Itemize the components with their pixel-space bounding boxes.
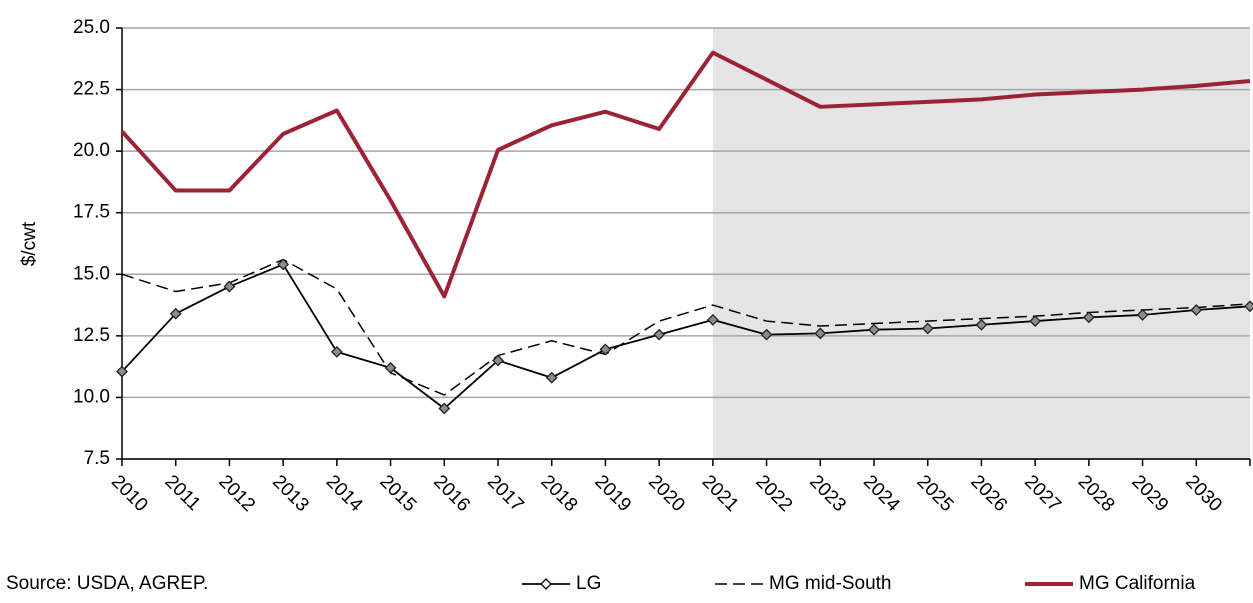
source-note: Source: USDA, AGREP. bbox=[6, 573, 208, 594]
y-tick-label: 15.0 bbox=[73, 263, 110, 284]
x-tick-label: 2020 bbox=[644, 471, 689, 516]
x-tick-label: 2012 bbox=[214, 471, 259, 516]
x-tick-label: 2015 bbox=[375, 471, 420, 516]
data-marker bbox=[1190, 304, 1203, 316]
data-marker bbox=[921, 322, 934, 335]
y-tick-label: 7.5 bbox=[84, 448, 110, 469]
data-marker bbox=[814, 327, 827, 340]
data-marker bbox=[706, 313, 719, 326]
x-tick-label: 2023 bbox=[805, 471, 850, 516]
y-axis-label: $/cwt bbox=[19, 221, 40, 266]
data-marker bbox=[492, 354, 504, 367]
x-tick-label: 2013 bbox=[268, 471, 313, 516]
series-line bbox=[120, 50, 1251, 299]
x-tick-label: 2011 bbox=[161, 471, 205, 515]
data-marker bbox=[599, 343, 612, 356]
x-tick-label: 2030 bbox=[1181, 471, 1226, 516]
data-marker bbox=[384, 361, 397, 374]
data-marker bbox=[223, 280, 236, 293]
y-tick-label: 20.0 bbox=[73, 140, 110, 161]
data-marker bbox=[545, 371, 558, 384]
legend-label: MG mid-South bbox=[769, 573, 891, 594]
data-marker bbox=[1082, 311, 1095, 324]
x-tick-label: 2016 bbox=[429, 471, 474, 516]
x-tick-label: 2029 bbox=[1127, 471, 1172, 516]
x-tick-label: 2022 bbox=[751, 471, 796, 516]
y-tick-label: 12.5 bbox=[73, 325, 110, 346]
x-tick-label: 2018 bbox=[537, 471, 582, 516]
data-marker bbox=[1029, 315, 1042, 327]
x-tick-label: 2026 bbox=[966, 471, 1011, 516]
x-tick-label: 2027 bbox=[1020, 471, 1065, 516]
x-tick-label: 2010 bbox=[107, 471, 152, 516]
data-marker bbox=[975, 318, 988, 331]
x-tick-label: 2021 bbox=[698, 471, 743, 516]
data-marker bbox=[653, 328, 666, 341]
x-tick-label: 2028 bbox=[1074, 471, 1119, 516]
data-marker bbox=[330, 345, 343, 358]
x-tick-label: 2019 bbox=[590, 471, 635, 516]
data-marker bbox=[868, 323, 880, 336]
legend-label: LG bbox=[576, 573, 601, 594]
x-tick-label: 2024 bbox=[859, 471, 904, 516]
data-marker bbox=[169, 307, 182, 320]
series-line bbox=[121, 258, 1251, 396]
x-tick-label: 2017 bbox=[483, 471, 528, 516]
legend-label: MG California bbox=[1079, 573, 1196, 594]
data-marker bbox=[277, 258, 290, 271]
x-tick-label: 2025 bbox=[913, 471, 958, 516]
data-marker bbox=[1244, 300, 1253, 313]
series-line bbox=[121, 263, 1251, 410]
y-tick-label: 25.0 bbox=[73, 17, 110, 38]
data-marker bbox=[116, 365, 128, 378]
legend-marker bbox=[540, 578, 552, 590]
x-tick-label: 2014 bbox=[322, 471, 367, 516]
y-tick-label: 10.0 bbox=[73, 386, 110, 407]
data-marker bbox=[438, 402, 451, 415]
y-tick-label: 17.5 bbox=[73, 202, 110, 223]
y-tick-label: 22.5 bbox=[73, 79, 110, 100]
data-marker bbox=[1136, 309, 1149, 321]
data-marker bbox=[760, 328, 773, 341]
